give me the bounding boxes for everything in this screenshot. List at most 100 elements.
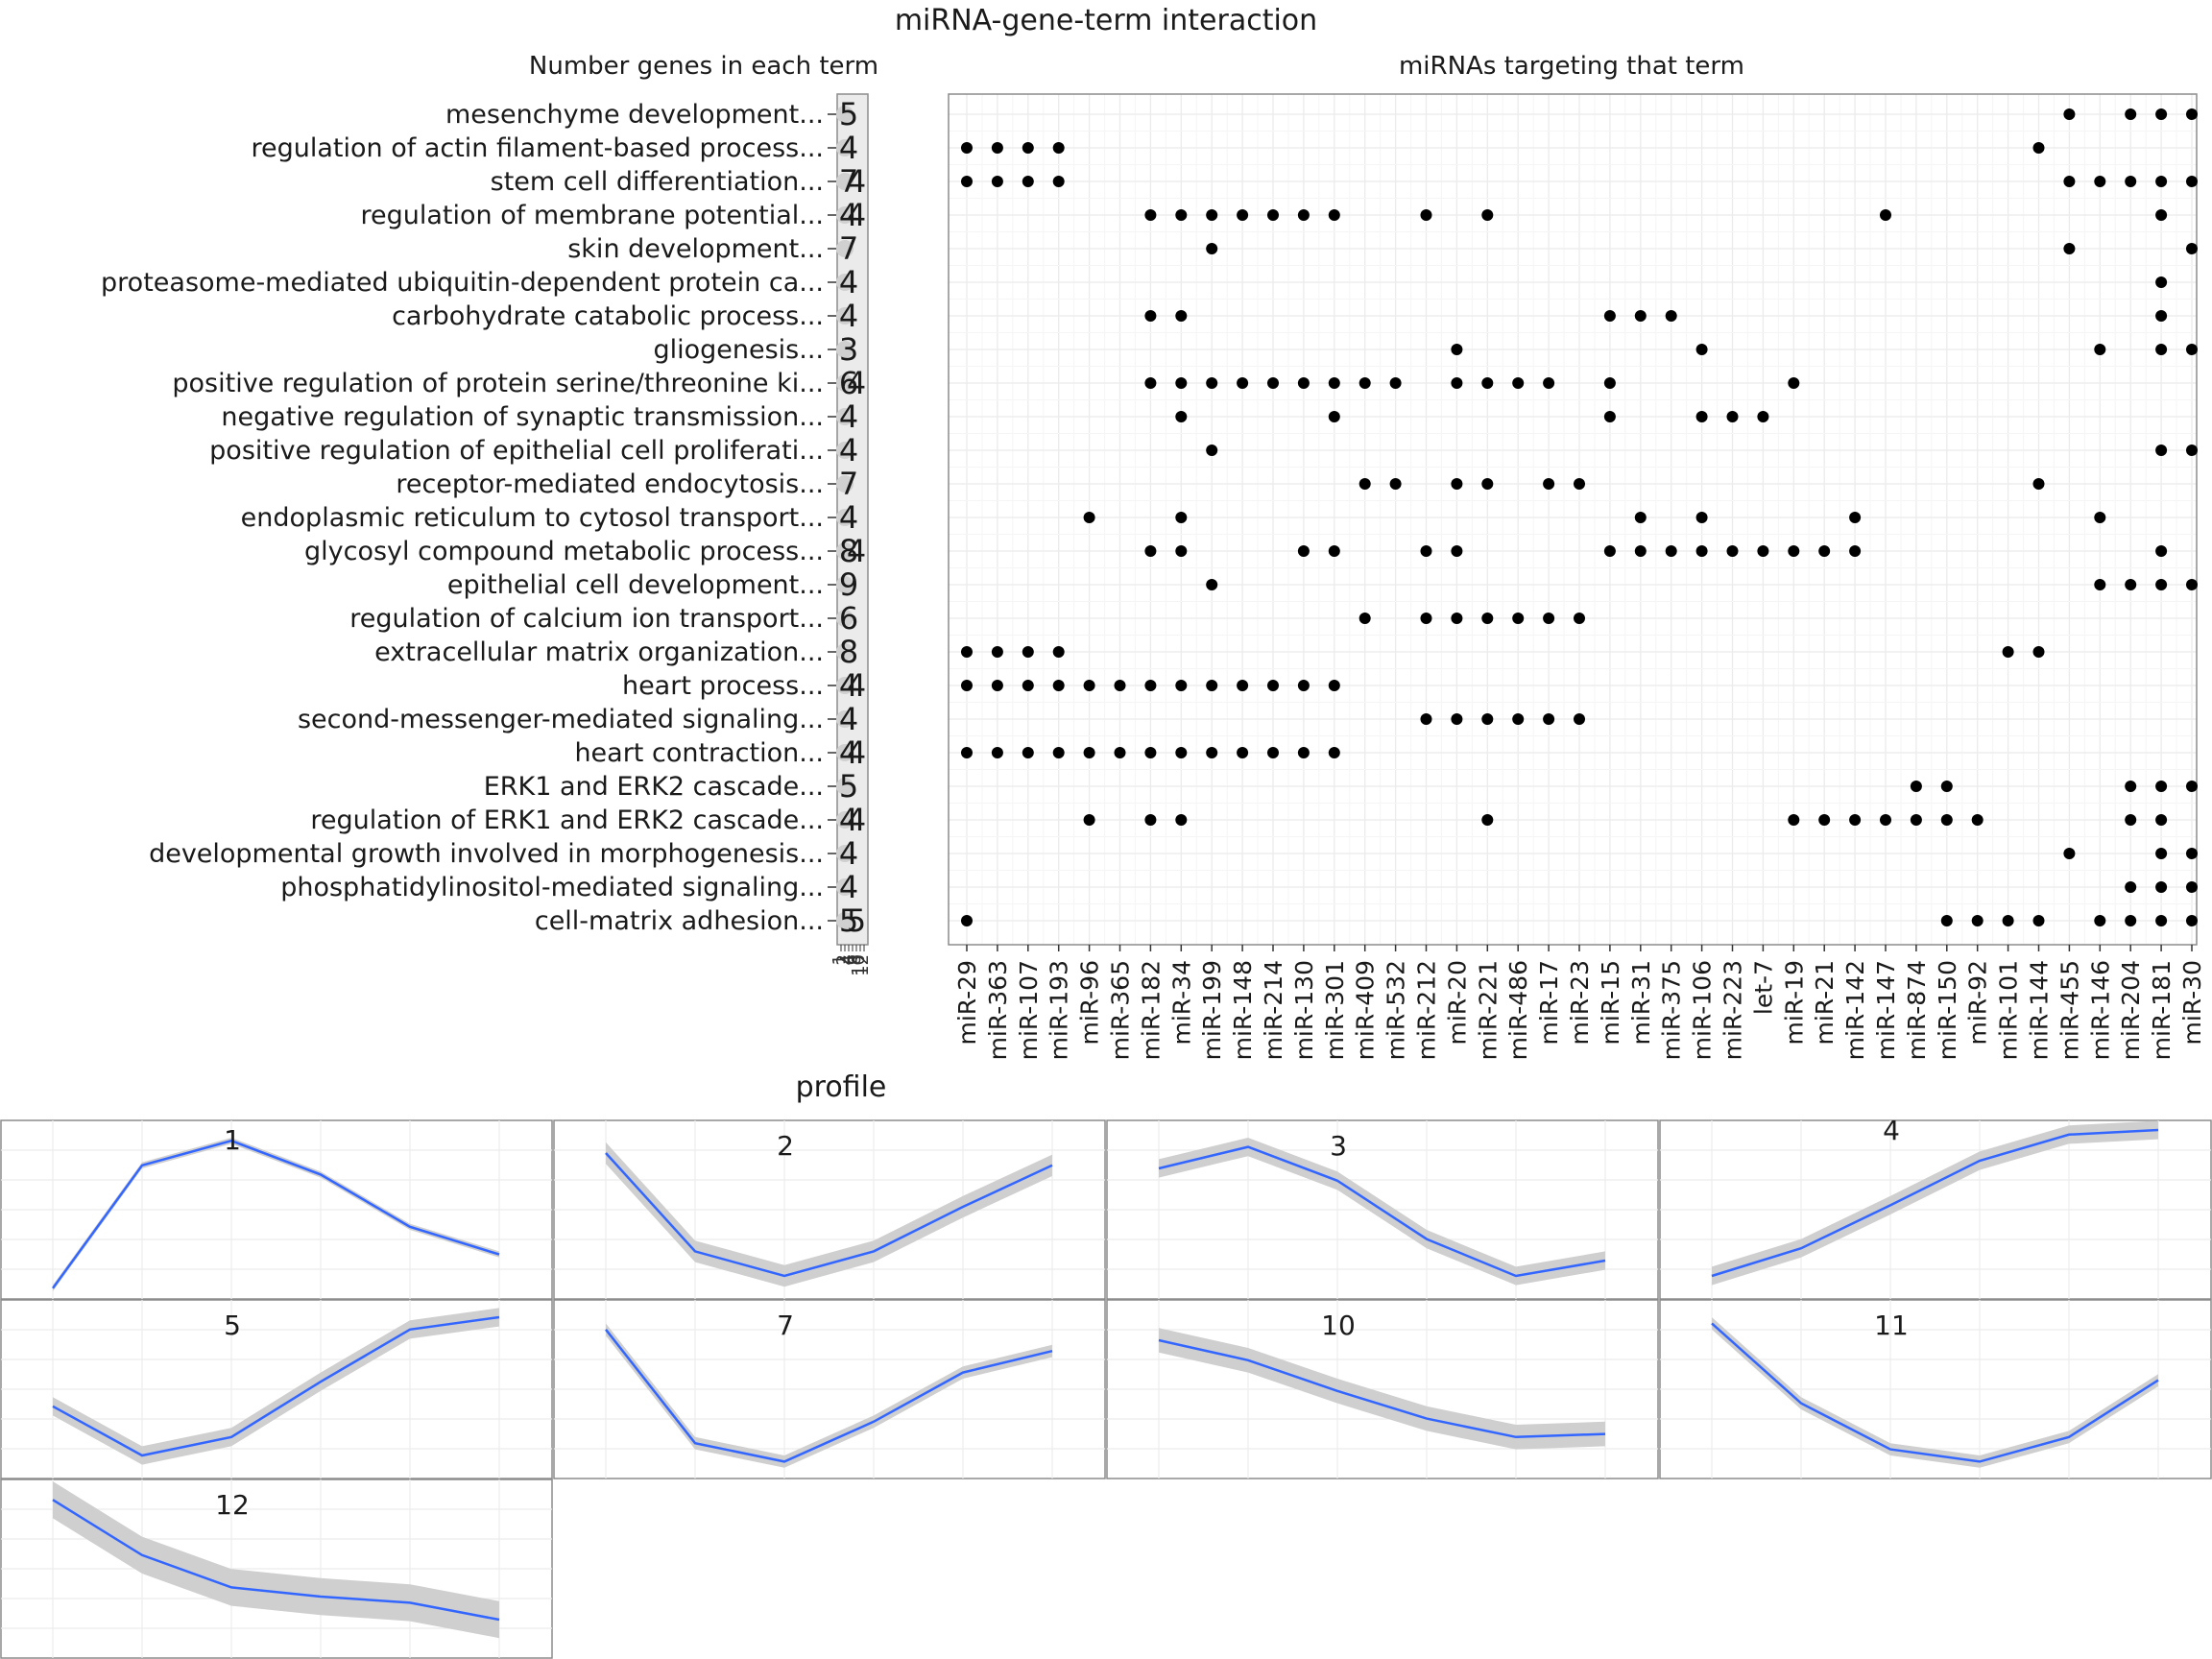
- interaction-dot: [1358, 377, 1371, 389]
- gene-count-label: 3: [839, 331, 858, 368]
- interaction-dot: [1022, 142, 1034, 154]
- interaction-dot: [2125, 915, 2137, 926]
- interaction-dot: [1389, 478, 1402, 490]
- profile-line: [51, 1139, 500, 1289]
- interaction-dot: [1206, 377, 1218, 389]
- interaction-dot: [1910, 781, 1922, 792]
- count-axis-tick-label: 8: [845, 954, 865, 965]
- interaction-dot: [991, 747, 1003, 758]
- interaction-dot: [1543, 478, 1555, 490]
- interaction-dot: [1052, 142, 1065, 154]
- interaction-dot: [1144, 310, 1157, 322]
- term-label: positive regulation of protein serine/th…: [172, 369, 824, 398]
- interaction-dot: [2063, 176, 2076, 187]
- interaction-dot: [1175, 377, 1188, 389]
- mirna-label: miR-130: [1290, 960, 1318, 1060]
- interaction-dot: [1695, 512, 1708, 523]
- interaction-dot: [2186, 848, 2198, 859]
- gene-count-label: 4: [839, 835, 858, 872]
- term-label: regulation of actin filament-based proce…: [252, 133, 825, 163]
- mirna-label: miR-106: [1689, 960, 1717, 1060]
- mirna-label: miR-34: [1167, 960, 1195, 1046]
- profile-line: [52, 1315, 500, 1457]
- profile-confidence-band: [53, 1308, 499, 1465]
- count-bubble: [836, 206, 854, 224]
- interaction-dot: [2155, 344, 2168, 355]
- interaction-dot: [1237, 680, 1249, 691]
- interaction-dot: [1420, 713, 1432, 725]
- interaction-dot: [1358, 613, 1371, 624]
- profile-line: [1158, 1145, 1606, 1278]
- mirna-label: miR-409: [1352, 960, 1380, 1060]
- interaction-dot: [1206, 209, 1218, 221]
- mirna-label: miR-142: [1841, 960, 1869, 1060]
- interaction-dot: [1144, 814, 1157, 826]
- term-label: cell-matrix adhesion...: [535, 906, 824, 936]
- mirna-label: miR-23: [1566, 960, 1594, 1046]
- profile-cluster-label: 4: [1883, 1115, 1900, 1146]
- interaction-dot: [1206, 243, 1218, 254]
- interaction-dot: [1665, 310, 1677, 322]
- count-bubble: [836, 475, 854, 493]
- count-bubble: [836, 878, 854, 896]
- mirna-label: miR-29: [953, 960, 981, 1046]
- profile-line: [605, 1329, 1053, 1463]
- mirna-label: miR-455: [2056, 960, 2083, 1060]
- mirna-label: miR-146: [2086, 960, 2114, 1060]
- interaction-dot: [1175, 209, 1188, 221]
- mirna-label: miR-147: [1872, 960, 1900, 1060]
- interaction-dot: [1206, 579, 1218, 590]
- interaction-dot: [1297, 545, 1310, 557]
- interaction-dot: [2032, 915, 2045, 926]
- gene-count-label: 4: [839, 802, 858, 838]
- matrix-border: [948, 93, 2198, 946]
- interaction-dot: [1849, 814, 1862, 826]
- interaction-dot: [1175, 545, 1188, 557]
- mirna-label: miR-182: [1137, 960, 1165, 1060]
- count-bubble: [836, 778, 854, 795]
- gene-count-label: 5: [839, 768, 858, 805]
- count-bubble: [836, 811, 854, 829]
- gene-count-label: 7: [839, 163, 858, 200]
- count-axis-tick-label: 1: [830, 954, 850, 965]
- interaction-dot: [1880, 209, 1891, 221]
- interaction-dot: [1420, 545, 1432, 557]
- interaction-dot: [2125, 176, 2137, 187]
- gene-count-label: 7: [839, 230, 858, 267]
- interaction-dot: [1695, 545, 1708, 557]
- interaction-dot: [1481, 478, 1494, 490]
- interaction-dot: [1237, 377, 1249, 389]
- term-label: skin development...: [567, 234, 824, 264]
- mirna-label: miR-20: [1443, 960, 1471, 1046]
- profile-cluster-label: 1: [224, 1124, 241, 1156]
- interaction-dot: [1297, 209, 1310, 221]
- left-panel-title: Number genes in each term: [529, 52, 878, 81]
- mirna-label: miR-144: [2026, 960, 2054, 1060]
- gene-count-label: 5: [847, 902, 866, 939]
- gene-count-label: 4: [839, 701, 858, 737]
- interaction-dot: [1052, 680, 1065, 691]
- interaction-dot: [1451, 713, 1463, 725]
- interaction-dot: [991, 142, 1003, 154]
- mirna-label: miR-150: [1934, 960, 1961, 1060]
- interaction-dot: [1237, 209, 1249, 221]
- interaction-dot: [1297, 680, 1310, 691]
- interaction-dot: [1267, 209, 1279, 221]
- interaction-dot: [2002, 646, 2014, 658]
- term-label: heart process...: [622, 671, 824, 701]
- interaction-dot: [2094, 915, 2106, 926]
- gene-count-label: 7: [839, 466, 858, 502]
- interaction-dot: [1175, 512, 1188, 523]
- interaction-dot: [1206, 747, 1218, 758]
- interaction-dot: [1022, 680, 1034, 691]
- interaction-dot: [2155, 915, 2168, 926]
- interaction-dot: [1880, 814, 1891, 826]
- count-bubble: [836, 576, 854, 593]
- interaction-dot: [1022, 747, 1034, 758]
- interaction-dot: [1849, 512, 1862, 523]
- gene-count-label: 4: [847, 802, 866, 838]
- mirna-label: miR-181: [2148, 960, 2176, 1060]
- gene-count-label: 4: [839, 298, 858, 334]
- profile-cluster-label: 3: [1330, 1130, 1347, 1162]
- interaction-dot: [1971, 814, 1984, 826]
